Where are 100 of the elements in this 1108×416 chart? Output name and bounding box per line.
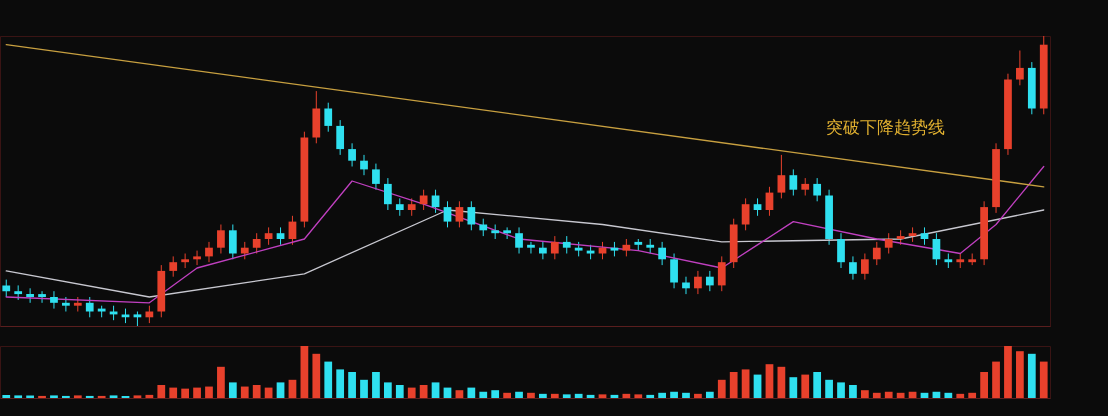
bar [992, 361, 1000, 398]
annotation: 突破下降趋势线 [826, 117, 945, 137]
candlestick [336, 119, 345, 156]
candlestick [872, 241, 881, 266]
bar [372, 372, 380, 398]
candlestick [837, 232, 845, 269]
candlestick [205, 241, 213, 263]
bar [1039, 361, 1048, 398]
bar [479, 391, 488, 398]
bar [169, 387, 178, 398]
candlestick [849, 255, 857, 281]
bar [550, 393, 559, 398]
bar [801, 374, 810, 398]
bar [789, 377, 798, 398]
bar [741, 369, 750, 398]
candlestick [360, 154, 368, 176]
bar [1016, 351, 1024, 398]
candlestick [467, 200, 476, 231]
bar [670, 391, 678, 398]
candlestick [777, 154, 786, 199]
bar [837, 382, 845, 398]
bar [133, 395, 142, 398]
candlestick [62, 296, 70, 312]
bar [276, 382, 285, 398]
bar [634, 394, 643, 398]
candlestick [670, 253, 678, 289]
bar [574, 393, 583, 398]
bar [383, 382, 392, 398]
bar [717, 379, 726, 398]
candlestick [550, 235, 559, 260]
bar [729, 372, 738, 398]
bar [1004, 346, 1012, 398]
bar [157, 385, 166, 398]
bar [777, 366, 786, 398]
bar [145, 394, 154, 398]
bar [455, 390, 464, 398]
candlestick [252, 232, 261, 254]
bar [193, 387, 201, 398]
bar [228, 382, 237, 398]
bar [825, 379, 833, 398]
bar [562, 394, 571, 398]
bar [38, 395, 46, 398]
bar [682, 392, 690, 398]
candlestick [85, 296, 94, 318]
bar [50, 395, 58, 398]
candlestick [860, 253, 869, 281]
candlestick [515, 226, 523, 254]
bar [360, 379, 368, 398]
bar [694, 393, 702, 398]
bar [944, 392, 953, 398]
bar [324, 361, 333, 398]
bar [205, 386, 213, 398]
bar [395, 385, 404, 398]
bar [813, 372, 822, 398]
bar [765, 364, 774, 398]
candlestick [694, 270, 702, 295]
candlestick [193, 250, 201, 266]
candlestick [443, 200, 452, 228]
bar [849, 385, 857, 398]
candlestick [813, 177, 822, 202]
bar [872, 392, 881, 398]
candlestick [50, 290, 58, 310]
bar [622, 393, 631, 398]
candlestick [717, 255, 726, 292]
bar [896, 392, 905, 398]
candlestick [372, 163, 380, 191]
bar [598, 394, 607, 398]
bar [956, 393, 965, 398]
bar [515, 391, 523, 398]
candlestick [348, 142, 356, 167]
candlestick [419, 189, 428, 211]
bar [181, 388, 190, 398]
bar [968, 392, 977, 398]
candlestick [658, 241, 667, 266]
candlestick [539, 241, 547, 260]
bar [312, 353, 321, 398]
candlestick [181, 253, 190, 269]
bar [14, 395, 23, 398]
bar [73, 395, 82, 398]
bar [26, 395, 34, 398]
candlestick [228, 224, 237, 260]
bar [97, 395, 106, 398]
candlestick [1016, 50, 1024, 86]
bar [2, 394, 11, 398]
candlestick [527, 241, 535, 254]
bar [240, 386, 249, 398]
candlestick [383, 177, 392, 211]
bar [300, 346, 309, 398]
bar [527, 392, 535, 398]
bar [658, 392, 667, 398]
candlestick [324, 102, 333, 133]
candlestick [169, 255, 178, 278]
bar [407, 387, 416, 398]
bar [1027, 353, 1036, 398]
bar [217, 366, 225, 398]
candlestick [217, 224, 225, 254]
bar [431, 382, 440, 398]
bar [539, 393, 547, 398]
bar [348, 372, 356, 398]
bar [252, 385, 261, 398]
